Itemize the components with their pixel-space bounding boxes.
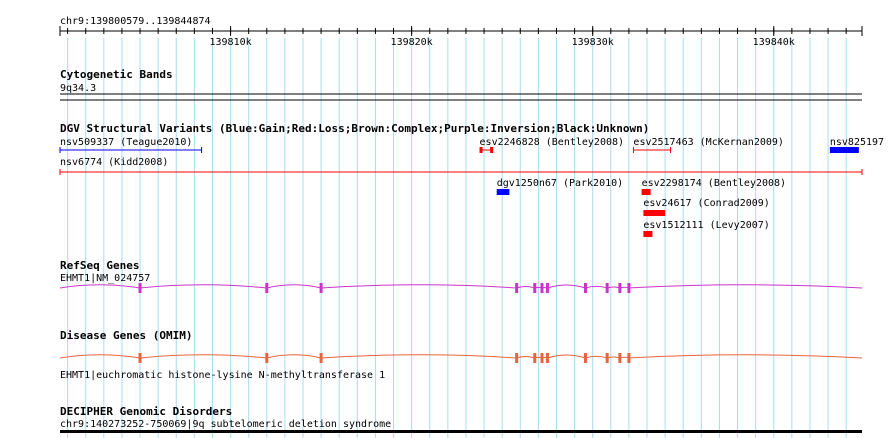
ruler-track: chr9:139800579..139844874 139810k 139820k… [59,16,863,48]
dgv-feature-label[interactable]: esv2298174 (Bentley2008) [642,178,787,189]
omim-exon[interactable] [605,353,609,363]
dgv-track: DGV Structural Variants (Blue:Gain;Red:L… [59,122,884,237]
dgv-feature-box[interactable] [496,189,510,195]
dgv-feature-box[interactable] [829,147,859,153]
omim-track-title: Disease Genes (OMIM) [60,329,192,342]
dgv-feature-label[interactable]: esv2246828 (Bentley2008) [480,137,625,148]
dgv-feature-label[interactable]: nsv6774 (Kidd2008) [60,157,168,168]
dgv-feature[interactable]: nsv509337 (Teague2010) [59,137,203,153]
refseq-exon[interactable] [545,283,549,293]
dgv-track-title: DGV Structural Variants (Blue:Gain;Red:L… [60,122,649,135]
refseq-exon[interactable] [618,283,622,293]
omim-exon[interactable] [545,353,549,363]
omim-gene-model[interactable] [59,353,863,363]
dgv-feature-label[interactable]: nsv509337 (Teague2010) [60,137,192,148]
omim-exon[interactable] [533,353,537,363]
dgv-feature-label[interactable]: nsv825197 [830,137,884,148]
dgv-feature[interactable]: esv2298174 (Bentley2008) [641,178,787,195]
decipher-feature-label[interactable]: chr9:140273252-750069|9q subtelomeric de… [60,419,391,430]
omim-exon[interactable] [583,353,587,363]
refseq-exon[interactable] [540,283,544,293]
ruler-ticks: 139810k 139820k 139830k 139840k [67,26,847,48]
omim-exon[interactable] [319,353,323,363]
omim-exon[interactable] [265,353,269,363]
dgv-feature[interactable]: nsv825197 [829,137,884,153]
omim-exon[interactable] [138,353,142,363]
refseq-exon[interactable] [627,283,631,293]
dgv-feature-label[interactable]: esv24617 (Conrad2009) [643,198,769,209]
decipher-track: DECIPHER Genomic Disorders chr9:14027325… [60,405,862,433]
omim-exon[interactable] [618,353,622,363]
refseq-gene-label[interactable]: EHMT1|NM_024757 [60,273,150,284]
omim-exon[interactable] [540,353,544,363]
ruler-tick-label: 139840k [753,37,795,48]
dgv-features: nsv509337 (Teague2010) esv2246828 (Bentle… [59,137,884,237]
dgv-feature-label[interactable]: esv1512111 (Levy2007) [643,220,769,231]
refseq-exon[interactable] [515,283,519,293]
omim-track: Disease Genes (OMIM) EHMT1|euchromatic h… [59,329,863,381]
decipher-track-title: DECIPHER Genomic Disorders [60,405,232,418]
omim-exon[interactable] [627,353,631,363]
dgv-feature[interactable]: esv2246828 (Bentley2008) [479,137,625,153]
refseq-exon[interactable] [138,283,142,293]
ruler-range-label: chr9:139800579..139844874 [60,16,211,27]
refseq-gene-model[interactable] [59,283,863,293]
dgv-feature-label[interactable]: dgv1250n67 (Park2010) [497,178,623,189]
ruler-tick-label: 139810k [209,37,251,48]
refseq-intron-line[interactable] [59,284,863,289]
refseq-exon[interactable] [265,283,269,293]
refseq-exon[interactable] [605,283,609,293]
ruler-tick-label: 139820k [391,37,433,48]
dgv-feature[interactable]: esv1512111 (Levy2007) [643,220,770,237]
omim-exon[interactable] [515,353,519,363]
ruler-tick-label: 139830k [572,37,614,48]
dgv-feature-cap[interactable] [479,147,483,153]
cytoband-label[interactable]: 9q34.3 [60,83,96,94]
dgv-feature-cap[interactable] [490,147,494,153]
dgv-feature[interactable]: dgv1250n67 (Park2010) [496,178,623,195]
dgv-feature-box[interactable] [643,231,653,237]
refseq-exon[interactable] [583,283,587,293]
refseq-exon[interactable] [533,283,537,293]
dgv-feature[interactable]: esv24617 (Conrad2009) [643,198,770,216]
dgv-feature-label[interactable]: esv2517463 (McKernan2009) [633,137,784,148]
refseq-track-title: RefSeq Genes [60,259,139,272]
dgv-feature-box[interactable] [643,210,666,216]
omim-intron-line[interactable] [59,354,863,359]
dgv-feature[interactable]: esv2517463 (McKernan2009) [632,137,784,153]
dgv-feature-box[interactable] [641,189,651,195]
decipher-feature-bar[interactable] [60,430,862,433]
dgv-feature[interactable]: nsv6774 (Kidd2008) [59,157,863,175]
refseq-exon[interactable] [319,283,323,293]
vertical-grid [67,38,847,438]
cytoband-track: Cytogenetic Bands 9q34.3 [60,68,862,101]
cytoband-track-title: Cytogenetic Bands [60,68,173,81]
refseq-track: RefSeq Genes EHMT1|NM_024757 [59,259,863,293]
omim-gene-label[interactable]: EHMT1|euchromatic histone-lysine N-methy… [60,370,385,381]
